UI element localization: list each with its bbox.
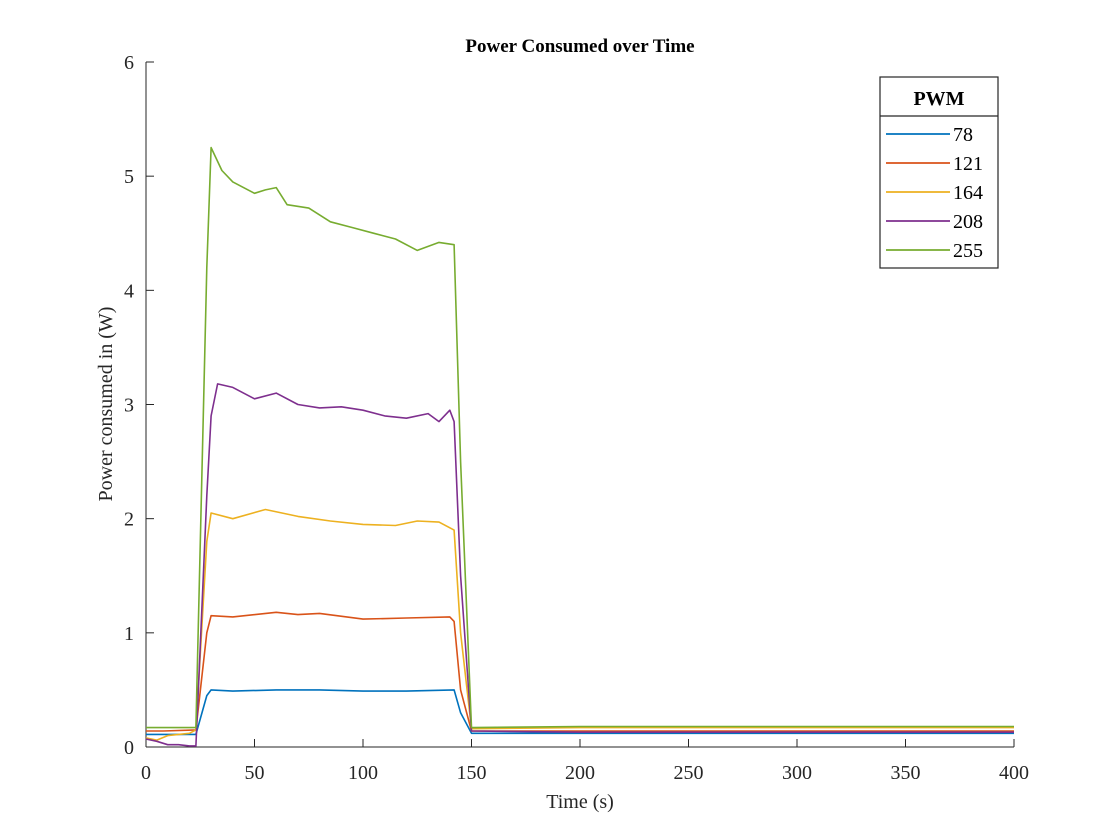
chart-title: Power Consumed over Time (465, 36, 694, 57)
x-tick-label: 200 (565, 762, 595, 784)
x-tick-label: 50 (245, 762, 265, 784)
series-line-164 (145, 508, 1014, 741)
x-tick-label: 0 (141, 762, 151, 784)
legend: PWM 78 121 164 208 255 (879, 76, 999, 269)
x-tick-label: 350 (891, 762, 921, 784)
legend-title: PWM (913, 88, 964, 110)
series-line-255 (146, 146, 1014, 729)
x-tick-label: 400 (999, 762, 1029, 784)
x-tick-label: 100 (348, 762, 378, 784)
y-tick-label: 5 (124, 166, 134, 188)
y-tick-label: 4 (124, 280, 134, 302)
x-tick-label: 150 (457, 762, 487, 784)
y-tick-label: 3 (124, 395, 134, 417)
x-tick-label: 250 (674, 762, 704, 784)
y-tick-label: 2 (124, 509, 134, 531)
legend-label-255: 255 (953, 240, 983, 262)
x-ticks: 0 50 100 150 200 250 300 350 400 (141, 739, 1029, 784)
series-line-78 (146, 689, 1014, 736)
plot-area: 0 50 100 150 200 250 300 350 400 0 1 2 3 4 5 6 (124, 52, 1029, 784)
series-group (145, 146, 1014, 747)
legend-box (879, 76, 999, 269)
y-tick-label: 1 (124, 623, 134, 645)
legend-label-121: 121 (953, 153, 983, 175)
y-axis-label: Power consumed in (W) (95, 307, 117, 502)
y-ticks: 0 1 2 3 4 5 6 (124, 52, 154, 759)
series-line-121 (146, 611, 1014, 732)
legend-label-208: 208 (953, 211, 983, 233)
x-tick-label: 300 (782, 762, 812, 784)
x-axis-label: Time (s) (546, 791, 614, 813)
y-tick-label: 6 (124, 52, 134, 74)
legend-label-78: 78 (953, 124, 973, 146)
legend-items: 78 121 164 208 255 (886, 124, 983, 262)
y-tick-label: 0 (124, 737, 134, 759)
legend-label-164: 164 (953, 182, 983, 204)
series-line-208 (145, 383, 1014, 747)
